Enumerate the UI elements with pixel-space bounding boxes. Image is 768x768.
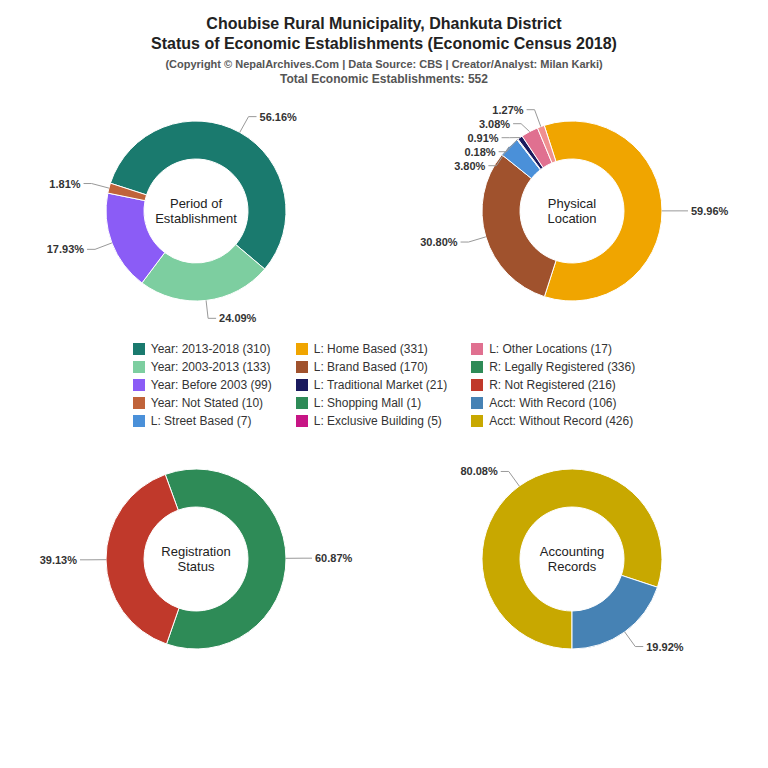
- html-text:Registration Status: Registration Status: [161, 544, 231, 574]
- html-text:L: Other Locations (17): L: Other Locations (17): [489, 342, 612, 356]
- svg-text:56.16%: 56.16%: [260, 111, 298, 123]
- html-text:Year: 2013-2018 (310): Year: 2013-2018 (310): [150, 342, 271, 356]
- svg-text:60.87%: 60.87%: [315, 552, 353, 564]
- html-text:R: Not Registered (216): R: Not Registered (216): [489, 378, 616, 392]
- html-text:L: Street Based (7): L: Street Based (7): [150, 414, 252, 428]
- svg-text:39.13%: 39.13%: [40, 554, 78, 566]
- svg-text:0.18%: 0.18%: [464, 146, 495, 158]
- svg-text:0.91%: 0.91%: [467, 132, 498, 144]
- html-text:(Copyright © NepalArchives.Com: (Copyright © NepalArchives.Com | Data So…: [165, 58, 603, 70]
- svg-text:3.80%: 3.80%: [454, 160, 485, 172]
- html-text:L: Brand Based (170): L: Brand Based (170): [313, 360, 428, 374]
- svg-text:24.09%: 24.09%: [219, 312, 257, 324]
- html-text:Accounting Records: Accounting Records: [539, 544, 605, 574]
- html-text:Year: Not Stated (10): Year: Not Stated (10): [150, 396, 264, 410]
- svg-text:59.96%: 59.96%: [691, 205, 729, 217]
- html-text:L: Shopping Mall (1): L: Shopping Mall (1): [313, 396, 422, 410]
- html-text:Year: 2003-2013 (133): Year: 2003-2013 (133): [150, 360, 271, 374]
- svg-text:17.93%: 17.93%: [47, 243, 85, 255]
- svg-text:80.08%: 80.08%: [460, 465, 498, 477]
- svg-text:1.81%: 1.81%: [49, 178, 80, 190]
- html-text:Choubise Rural Municipality, D: Choubise Rural Municipality, Dhankuta Di…: [151, 15, 617, 52]
- html-text:R: Legally Registered (336): R: Legally Registered (336): [489, 360, 636, 374]
- html-text:Acct: Without Record (426): Acct: Without Record (426): [489, 414, 634, 428]
- svg-text:30.80%: 30.80%: [420, 236, 458, 248]
- html-text:Year: Before 2003 (99): Year: Before 2003 (99): [150, 378, 272, 392]
- html-text:Acct: With Record (106): Acct: With Record (106): [489, 396, 617, 410]
- html-text:L: Home Based (331): L: Home Based (331): [313, 342, 428, 356]
- html-text:Period of Establishment: Period of Establishment: [155, 196, 237, 226]
- html-text:L: Exclusive Building (5): L: Exclusive Building (5): [313, 414, 442, 428]
- svg-text:3.08%: 3.08%: [479, 118, 510, 130]
- html-text:L: Traditional Market (21): L: Traditional Market (21): [313, 378, 448, 392]
- html-text:Physical Location: Physical Location: [547, 196, 597, 226]
- svg-text:19.92%: 19.92%: [646, 641, 684, 653]
- html-text:Total Economic Establishments:: Total Economic Establishments: 552: [280, 72, 488, 86]
- svg-text:1.27%: 1.27%: [492, 104, 523, 116]
